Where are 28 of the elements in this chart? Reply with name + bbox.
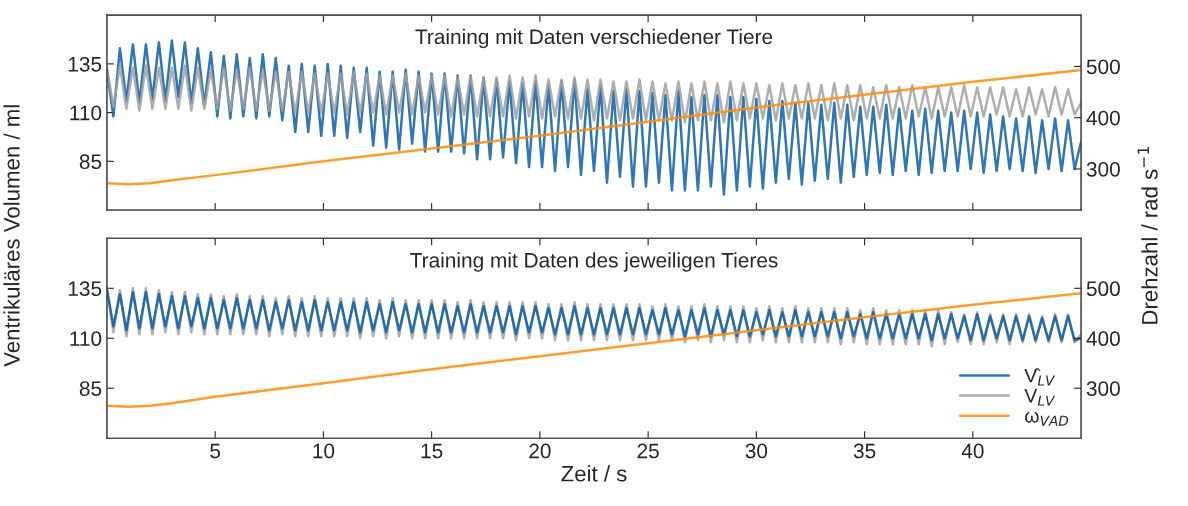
y2-tick-label: 300 [1086, 381, 1120, 396]
x-tick-label: 15 [421, 443, 443, 459]
x-tick-label: 40 [961, 443, 984, 459]
y-tick-label: 135 [68, 56, 102, 72]
x-tick-label: 30 [745, 443, 768, 459]
x-tick-label: 5 [210, 443, 221, 459]
x-tick-label: 35 [853, 443, 876, 459]
text: Training mit Daten des jeweiligen Tieres [410, 252, 778, 272]
legend-label: V$_{LV}$ [1024, 389, 1056, 406]
y-axis-title: Ventrikuläres Volumen / ml [3, 105, 20, 367]
x-tick-label: 10 [313, 443, 335, 459]
y2-axis-title: Drehzahl / rad s$^{−1}$ [1137, 147, 1158, 324]
y2-tick-label: 500 [1086, 59, 1120, 75]
x-tick-label: 25 [637, 443, 659, 459]
y2-tick-label: 400 [1086, 331, 1120, 347]
y2-tick-label: 500 [1086, 281, 1120, 297]
y-tick-label: 110 [70, 105, 102, 121]
y-tick-label: 135 [68, 281, 102, 297]
x-tick-label: 20 [529, 443, 551, 459]
legend-label: ω$_{VAD}$ [1025, 411, 1069, 426]
legend-label: V̂$_{LV}$ [1024, 368, 1056, 386]
x-axis-title: Zeit / s [561, 465, 627, 482]
y-tick-label: 110 [70, 331, 102, 347]
text: Training mit Daten verschiedener Tiere [415, 28, 773, 49]
y2-tick-label: 300 [1086, 161, 1120, 177]
y-tick-label: 85 [79, 381, 102, 396]
y2-tick-label: 400 [1086, 110, 1120, 126]
y-tick-label: 85 [79, 154, 102, 170]
